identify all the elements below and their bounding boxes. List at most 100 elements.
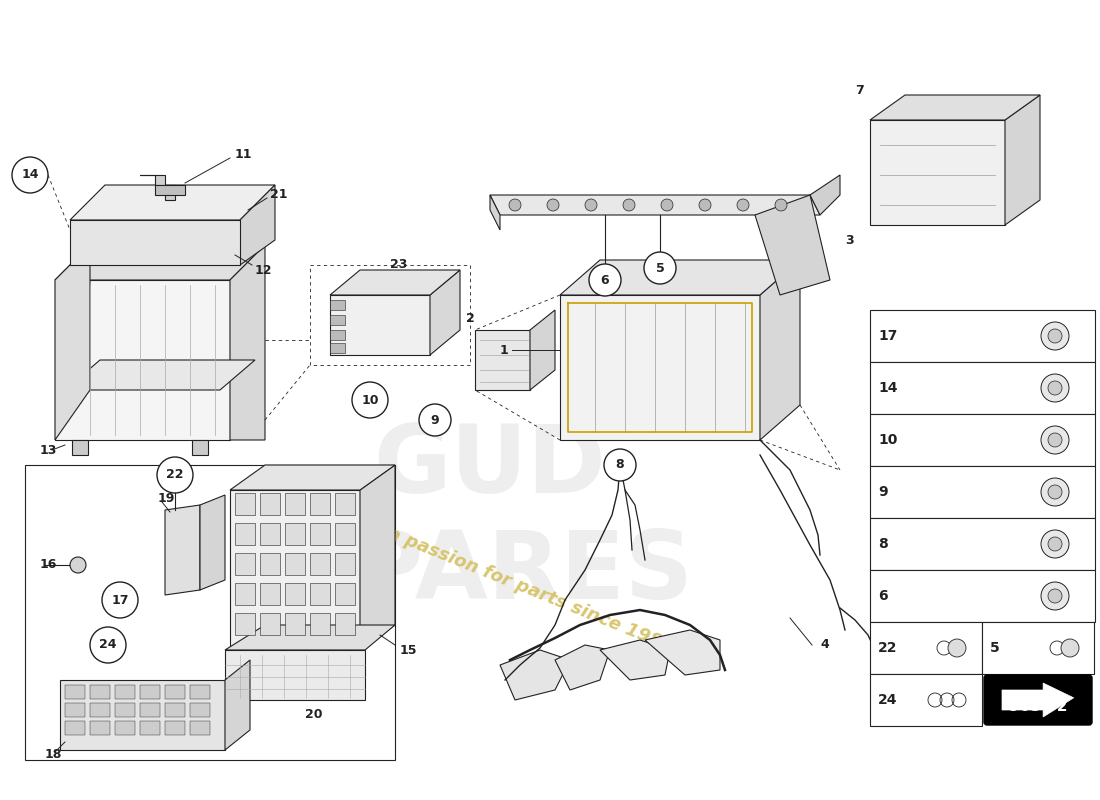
- Text: 5: 5: [990, 641, 1000, 655]
- Circle shape: [585, 199, 597, 211]
- Bar: [336, 613, 355, 635]
- Circle shape: [12, 157, 48, 193]
- Text: 8: 8: [616, 458, 625, 471]
- Circle shape: [661, 199, 673, 211]
- Polygon shape: [55, 245, 265, 280]
- Bar: [870, 466, 1094, 518]
- Text: GUD
SPARES: GUD SPARES: [287, 421, 693, 619]
- Polygon shape: [230, 465, 395, 490]
- Polygon shape: [1002, 683, 1074, 717]
- Polygon shape: [230, 490, 360, 650]
- Bar: [310, 583, 330, 605]
- Bar: [285, 493, 305, 515]
- Bar: [90, 721, 110, 735]
- Text: 22: 22: [166, 469, 184, 482]
- Text: 13: 13: [40, 443, 57, 457]
- Text: 6: 6: [601, 274, 609, 286]
- Bar: [336, 523, 355, 545]
- Polygon shape: [560, 260, 800, 295]
- Bar: [870, 310, 1094, 362]
- Polygon shape: [226, 660, 250, 750]
- Polygon shape: [230, 245, 265, 440]
- Bar: [285, 613, 305, 635]
- Polygon shape: [360, 465, 395, 650]
- Polygon shape: [330, 300, 345, 310]
- Circle shape: [1062, 639, 1079, 657]
- Polygon shape: [72, 440, 88, 455]
- Polygon shape: [645, 630, 720, 675]
- Bar: [65, 721, 85, 735]
- Polygon shape: [55, 280, 230, 440]
- Bar: [285, 583, 305, 605]
- Circle shape: [644, 252, 676, 284]
- Bar: [260, 493, 280, 515]
- Circle shape: [70, 557, 86, 573]
- Polygon shape: [226, 625, 395, 650]
- Text: 15: 15: [400, 643, 418, 657]
- Circle shape: [698, 199, 711, 211]
- Bar: [116, 685, 135, 699]
- Polygon shape: [755, 195, 830, 295]
- Polygon shape: [1005, 95, 1040, 225]
- Polygon shape: [200, 495, 225, 590]
- Polygon shape: [140, 175, 175, 200]
- Bar: [116, 703, 135, 717]
- Bar: [140, 721, 159, 735]
- Text: 8: 8: [878, 537, 888, 551]
- Polygon shape: [430, 270, 460, 355]
- Polygon shape: [155, 185, 185, 195]
- Circle shape: [1048, 485, 1062, 499]
- Bar: [235, 523, 255, 545]
- Bar: [260, 613, 280, 635]
- Circle shape: [1041, 322, 1069, 350]
- Bar: [190, 721, 210, 735]
- Polygon shape: [475, 330, 530, 390]
- Bar: [260, 553, 280, 575]
- Bar: [870, 622, 982, 674]
- Circle shape: [1041, 478, 1069, 506]
- Bar: [310, 523, 330, 545]
- Polygon shape: [330, 330, 345, 340]
- Circle shape: [1048, 537, 1062, 551]
- Bar: [190, 685, 210, 699]
- Bar: [235, 583, 255, 605]
- Polygon shape: [165, 505, 200, 595]
- Bar: [235, 553, 255, 575]
- Polygon shape: [530, 310, 556, 390]
- Circle shape: [1048, 381, 1062, 395]
- Circle shape: [419, 404, 451, 436]
- Bar: [870, 414, 1094, 466]
- Polygon shape: [490, 195, 500, 230]
- Circle shape: [102, 582, 138, 618]
- Polygon shape: [870, 95, 1040, 120]
- Bar: [140, 685, 159, 699]
- Text: 14: 14: [21, 169, 38, 182]
- Circle shape: [352, 382, 388, 418]
- Text: 24: 24: [878, 693, 898, 707]
- Bar: [235, 613, 255, 635]
- Text: a passion for parts since 1985: a passion for parts since 1985: [385, 524, 675, 656]
- Polygon shape: [490, 195, 820, 215]
- Bar: [336, 493, 355, 515]
- Circle shape: [604, 449, 636, 481]
- Bar: [982, 622, 1094, 674]
- Polygon shape: [870, 120, 1005, 225]
- Text: 19: 19: [158, 491, 175, 505]
- Text: 3: 3: [845, 234, 854, 246]
- Polygon shape: [60, 680, 226, 750]
- Polygon shape: [70, 185, 275, 220]
- Bar: [310, 493, 330, 515]
- Text: 6: 6: [878, 589, 888, 603]
- Text: 7: 7: [855, 83, 864, 97]
- Bar: [116, 721, 135, 735]
- Bar: [260, 523, 280, 545]
- Circle shape: [1041, 374, 1069, 402]
- Bar: [165, 703, 185, 717]
- Circle shape: [157, 457, 192, 493]
- Bar: [285, 553, 305, 575]
- Text: 9: 9: [431, 414, 439, 426]
- Polygon shape: [600, 640, 670, 680]
- Circle shape: [1048, 329, 1062, 343]
- FancyBboxPatch shape: [984, 675, 1092, 725]
- Text: 16: 16: [40, 558, 57, 571]
